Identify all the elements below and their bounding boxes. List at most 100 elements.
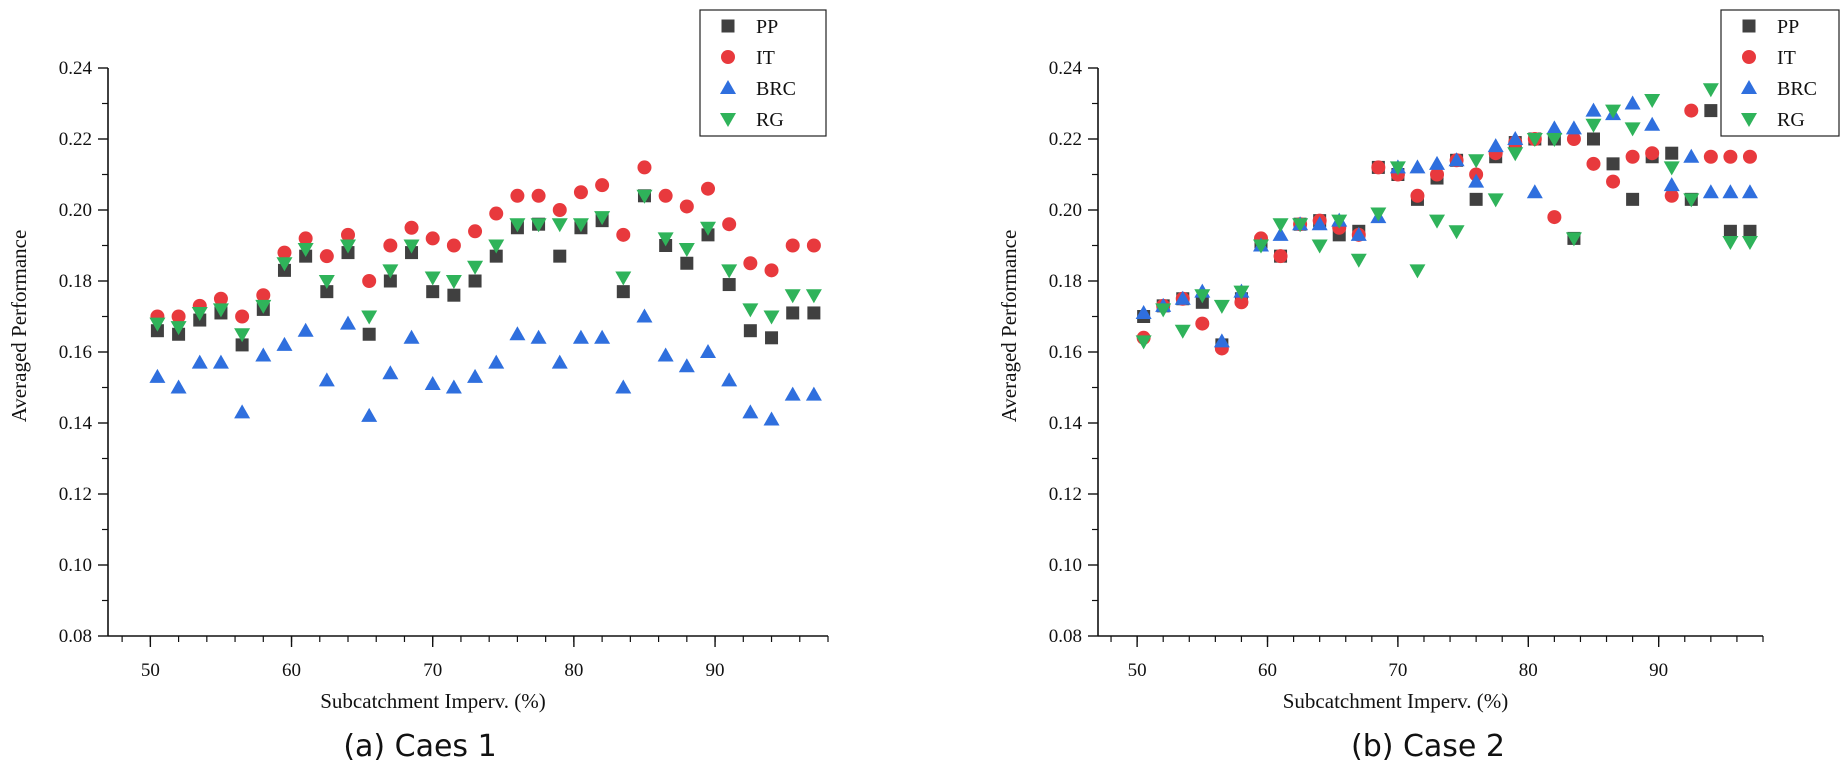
data-point-pp [1665,146,1679,160]
data-point-it [1606,174,1621,189]
data-point-pp [1723,224,1737,238]
data-point-brc [1448,152,1465,167]
data-point-it [1645,146,1660,161]
data-point-rg [1722,235,1739,250]
data-point-brc [297,322,314,337]
data-point-brc [657,347,674,362]
legend-label-it: IT [756,47,775,69]
data-point-brc [467,368,484,383]
data-point-rg [1448,225,1465,240]
data-point-rg [1311,239,1328,254]
series-it [150,160,821,324]
data-point-it [1684,103,1699,118]
data-point-it [510,188,525,203]
data-point-it [235,309,250,324]
data-point-it [764,263,779,278]
data-point-brc [1546,120,1563,135]
data-point-pp [383,274,397,288]
data-point-it [637,160,652,175]
data-point-brc [255,347,272,362]
data-point-rg [382,264,399,279]
data-point-it [1566,132,1581,146]
data-point-rg [636,189,653,204]
data-point-brc [1468,173,1485,188]
data-point-it [319,249,334,264]
series-brc [1135,95,1758,348]
data-point-it [1371,160,1386,175]
data-point-brc [170,379,187,394]
y-axis-title: Averaged Performance [7,230,31,423]
data-point-brc [1174,290,1191,305]
legend-label-rg: RG [1777,109,1805,131]
data-point-rg [276,257,293,272]
data-point-rg [1350,253,1367,268]
data-point-pp [616,285,630,299]
x-axis-title: Subcatchment Imperv. (%) [1283,689,1508,713]
legend-marker-rg [1741,113,1757,127]
data-point-brc [361,407,378,422]
y-axis-title: Averaged Performance [997,230,1021,423]
data-point-it [1273,249,1288,264]
y-tick-label: 0.22 [59,129,92,150]
data-point-pp [1704,104,1718,118]
data-point-rg [488,239,505,254]
data-point-it [362,274,377,288]
y-tick-label: 0.14 [1049,413,1083,434]
data-point-brc [509,326,526,341]
data-point-rg [318,275,335,289]
series-rg [149,189,822,343]
data-point-rg [594,211,611,226]
legend-marker-pp [1742,19,1756,33]
data-point-brc [636,308,653,323]
data-point-pp [489,249,503,263]
data-point-it [1547,210,1562,225]
caption-a: (a) Caes 1 [343,729,496,764]
data-point-pp [807,306,821,320]
data-point-pp [1606,157,1620,171]
data-point-brc [1624,95,1641,110]
y-tick-label: 0.08 [59,626,92,647]
data-point-brc [1272,226,1289,241]
data-point-brc [1565,120,1582,135]
series-it [1136,103,1757,356]
data-point-pp [722,278,736,292]
data-point-it [743,256,758,271]
legend-label-it: IT [1777,47,1796,69]
data-point-brc [382,365,399,380]
data-point-rg [784,289,801,304]
x-tick-label: 70 [423,660,442,681]
data-point-it [806,238,821,253]
data-point-it [468,224,483,239]
data-point-rg [1233,285,1250,300]
data-point-pp [362,327,376,341]
data-point-brc [1409,159,1426,174]
data-point-rg [1605,104,1622,119]
data-point-brc [488,354,505,369]
data-point-pp [1469,192,1483,206]
data-point-rg [1252,239,1269,254]
x-tick-label: 80 [564,660,583,681]
legend-label-pp: PP [1777,16,1799,38]
data-point-it [1586,156,1601,171]
data-point-it [489,206,504,221]
data-point-pp [743,324,757,338]
y-tick-label: 0.20 [59,200,92,221]
legend-marker-it [721,50,735,64]
data-point-brc [1644,116,1661,131]
caption-b: (b) Case 2 [1351,729,1505,764]
data-point-it [1410,188,1425,203]
y-tick-label: 0.10 [1049,555,1082,576]
data-point-it [658,188,673,203]
data-point-it [722,217,737,232]
data-point-rg [700,221,716,236]
data-point-pp [786,306,800,320]
data-point-pp [320,285,334,299]
data-point-it [552,203,567,217]
data-point-brc [678,358,695,373]
data-point-it [573,185,588,200]
data-point-brc [1350,226,1367,241]
data-point-rg [763,310,780,325]
data-point-rg [234,328,251,343]
data-point-rg [1741,235,1758,250]
data-point-pp [553,249,567,263]
